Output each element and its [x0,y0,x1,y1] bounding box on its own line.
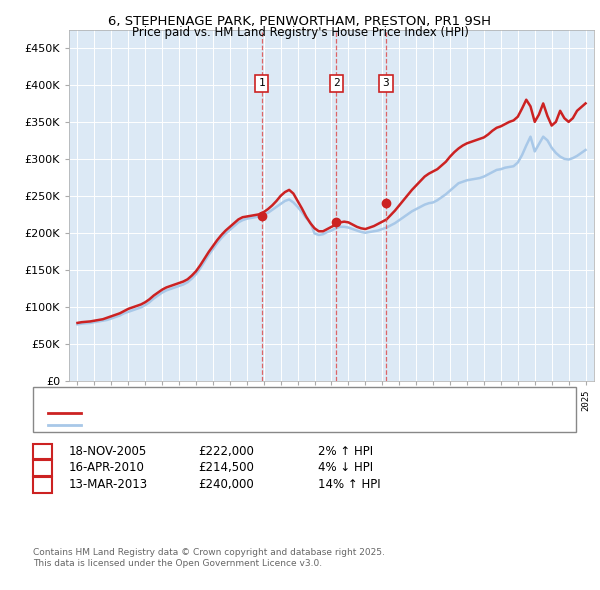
Text: 14% ↑ HPI: 14% ↑ HPI [318,478,380,491]
Text: 13-MAR-2013: 13-MAR-2013 [69,478,148,491]
Text: £222,000: £222,000 [198,445,254,458]
Text: 6, STEPHENAGE PARK, PENWORTHAM, PRESTON, PR1 9SH (detached house): 6, STEPHENAGE PARK, PENWORTHAM, PRESTON,… [87,408,482,418]
Text: 3: 3 [382,78,389,88]
Text: 2: 2 [39,461,46,474]
Text: This data is licensed under the Open Government Licence v3.0.: This data is licensed under the Open Gov… [33,559,322,568]
Text: Price paid vs. HM Land Registry's House Price Index (HPI): Price paid vs. HM Land Registry's House … [131,26,469,39]
Text: 6, STEPHENAGE PARK, PENWORTHAM, PRESTON, PR1 9SH: 6, STEPHENAGE PARK, PENWORTHAM, PRESTON,… [109,15,491,28]
Text: 18-NOV-2005: 18-NOV-2005 [69,445,147,458]
Text: £214,500: £214,500 [198,461,254,474]
Text: £240,000: £240,000 [198,478,254,491]
Text: 1: 1 [39,445,46,458]
Text: 2% ↑ HPI: 2% ↑ HPI [318,445,373,458]
Text: 16-APR-2010: 16-APR-2010 [69,461,145,474]
Text: 3: 3 [39,478,46,491]
Text: 2: 2 [333,78,340,88]
Text: Contains HM Land Registry data © Crown copyright and database right 2025.: Contains HM Land Registry data © Crown c… [33,548,385,556]
Text: HPI: Average price, detached house, South Ribble: HPI: Average price, detached house, Sout… [87,420,346,430]
Text: 1: 1 [259,78,265,88]
Text: 4% ↓ HPI: 4% ↓ HPI [318,461,373,474]
